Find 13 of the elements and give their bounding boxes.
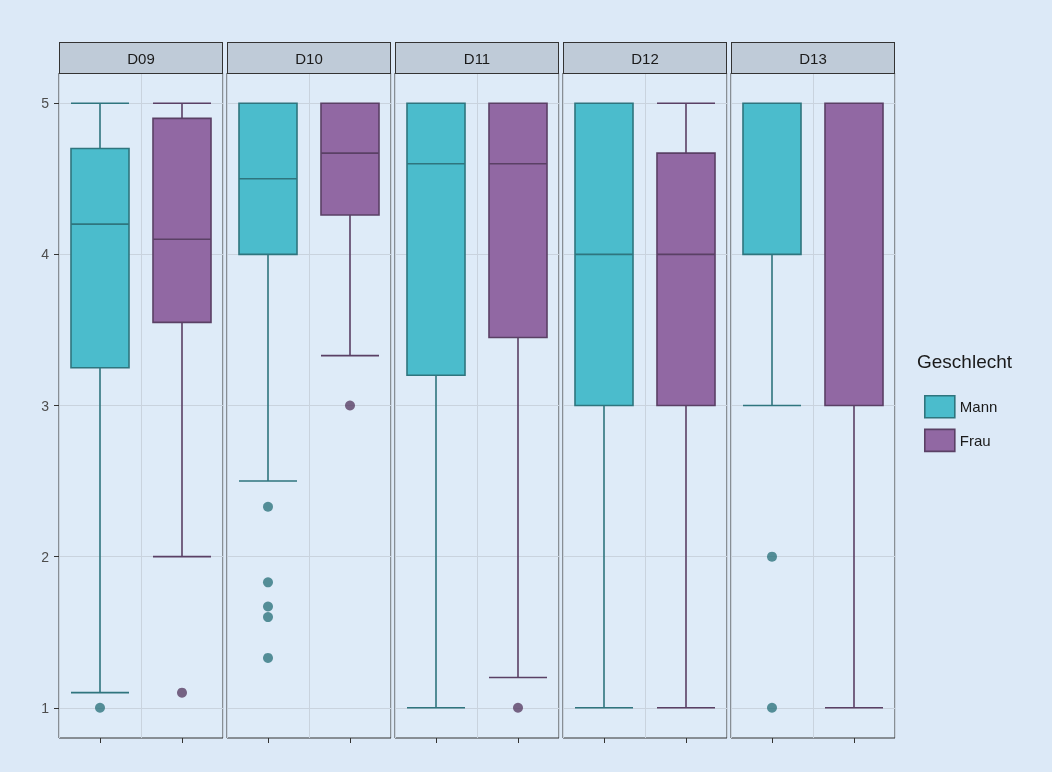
legend-title: Geschlecht bbox=[917, 351, 1013, 372]
y-tick-label: 2 bbox=[41, 548, 50, 565]
x-tick-label: D11 bbox=[463, 49, 491, 67]
x-tick-label: D09 bbox=[127, 49, 155, 67]
x-tick-label: D10 bbox=[295, 49, 323, 67]
x-tick-label: D12 bbox=[631, 49, 659, 67]
y-tick-label: 1 bbox=[41, 699, 50, 716]
legend-label: Frau bbox=[959, 431, 991, 449]
y-tick-label: 5 bbox=[41, 95, 50, 112]
y-tick-label: 4 bbox=[41, 246, 50, 263]
legend-label: Mann bbox=[959, 398, 998, 416]
y-tick-label: 3 bbox=[41, 397, 50, 414]
x-tick-label: D13 bbox=[799, 49, 827, 67]
